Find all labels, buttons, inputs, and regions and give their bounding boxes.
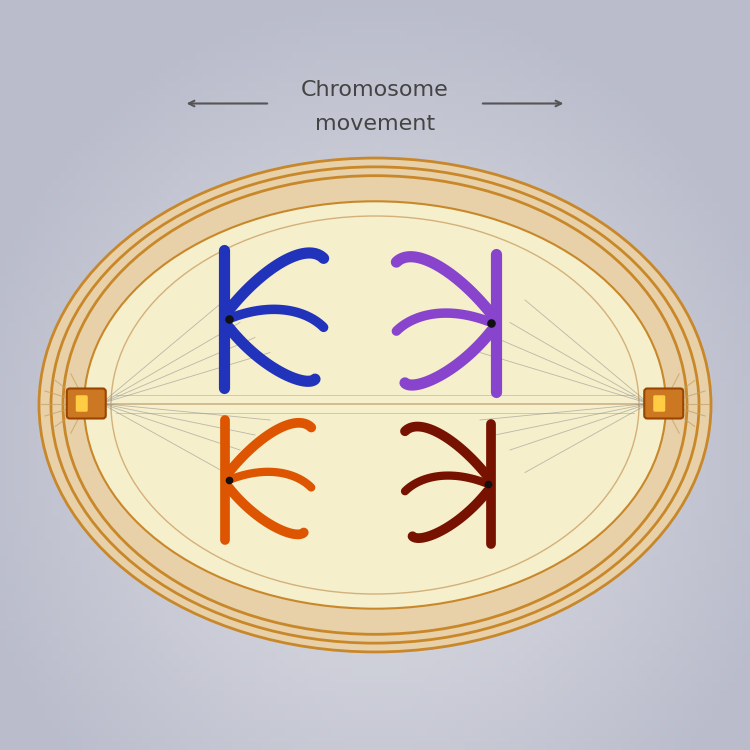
FancyBboxPatch shape <box>76 395 88 412</box>
Text: Chromosome: Chromosome <box>301 80 448 100</box>
Text: movement: movement <box>315 114 435 134</box>
FancyBboxPatch shape <box>653 395 665 412</box>
FancyBboxPatch shape <box>67 388 106 418</box>
Ellipse shape <box>51 166 699 644</box>
FancyBboxPatch shape <box>644 388 683 418</box>
Ellipse shape <box>84 201 666 609</box>
Ellipse shape <box>63 176 687 634</box>
Ellipse shape <box>39 158 711 652</box>
